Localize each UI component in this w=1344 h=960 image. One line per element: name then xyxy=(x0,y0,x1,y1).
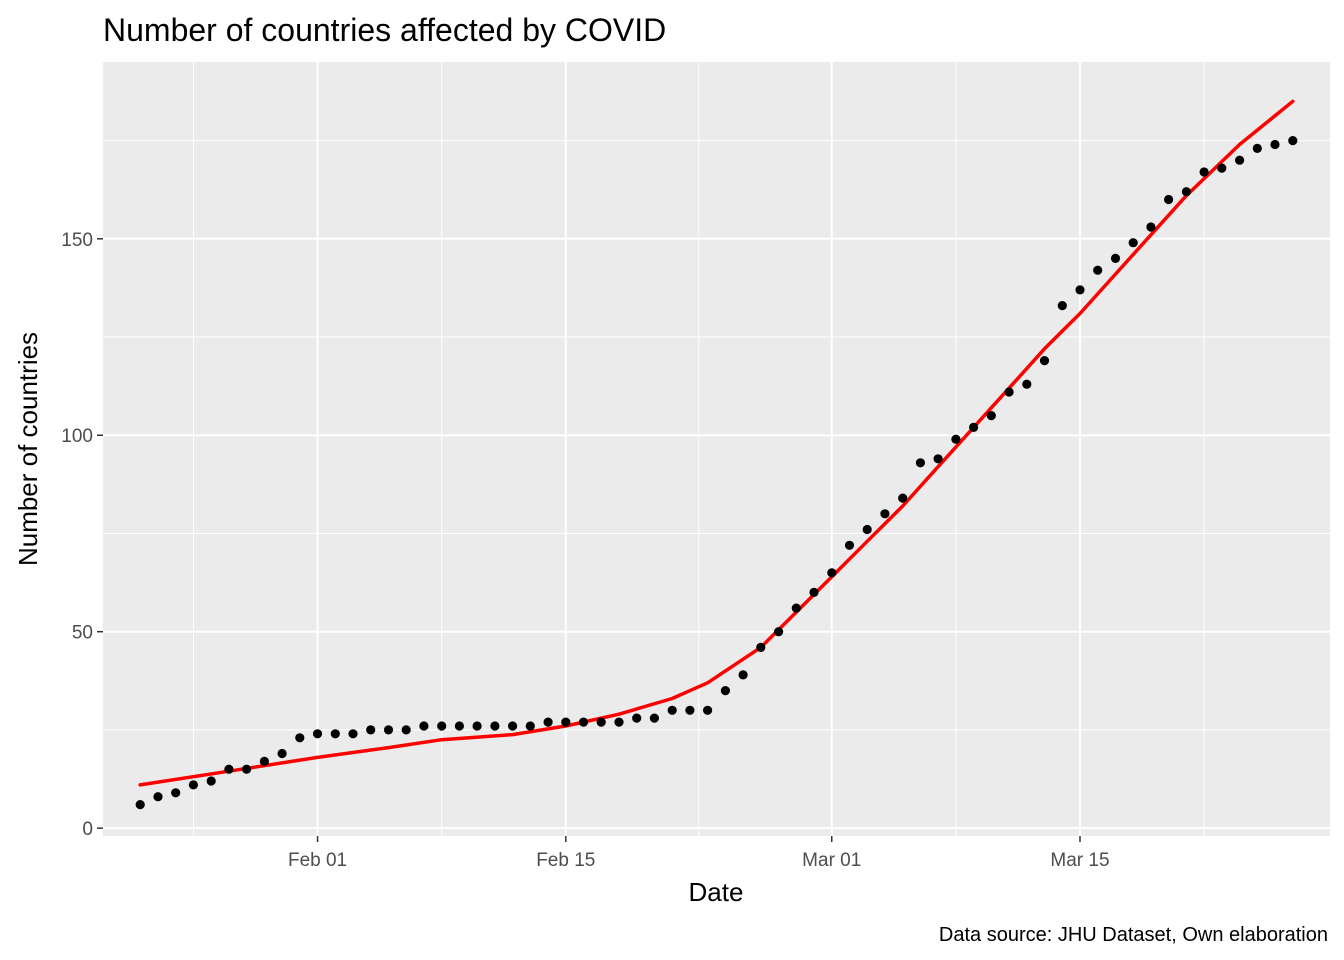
major-gridlines xyxy=(103,62,1330,836)
data-point xyxy=(827,568,837,578)
x-tick-label: Mar 01 xyxy=(802,850,861,871)
data-point xyxy=(507,721,518,731)
plot-panel xyxy=(103,62,1330,836)
data-point xyxy=(1039,356,1050,366)
y-tick-label: 150 xyxy=(61,230,93,251)
chart-title: Number of countries affected by COVID xyxy=(103,12,666,48)
data-point xyxy=(1075,285,1085,295)
data-point xyxy=(312,729,323,739)
data-point xyxy=(348,729,358,739)
data-point xyxy=(774,627,784,637)
y-tick-label: 50 xyxy=(72,623,93,644)
data-point xyxy=(1235,155,1245,165)
data-point xyxy=(898,493,908,503)
y-axis-title: Number of countries xyxy=(13,332,43,566)
data-point xyxy=(1270,139,1280,150)
data-point xyxy=(454,721,464,731)
data-point xyxy=(614,717,624,727)
x-axis-title: Date xyxy=(689,877,744,907)
x-tick-label: Feb 15 xyxy=(536,850,595,871)
data-point xyxy=(1252,143,1262,153)
data-point xyxy=(880,509,890,519)
caption: Data source: JHU Dataset, Own elaboratio… xyxy=(939,924,1328,946)
data-point xyxy=(437,721,447,731)
data-point xyxy=(933,454,943,464)
data-point xyxy=(685,705,695,715)
data-point xyxy=(596,717,606,727)
x-tick-label: Feb 01 xyxy=(288,850,347,871)
data-point xyxy=(632,713,642,723)
data-point xyxy=(543,717,553,727)
data-points xyxy=(135,136,1298,810)
data-point xyxy=(1022,379,1032,389)
x-tick-label: Mar 15 xyxy=(1050,850,1109,871)
data-point xyxy=(756,642,766,653)
data-point xyxy=(419,721,429,731)
data-point xyxy=(862,524,872,535)
data-point xyxy=(242,764,252,774)
data-point xyxy=(401,725,411,735)
data-point xyxy=(915,458,926,468)
data-point xyxy=(1217,163,1227,173)
data-point xyxy=(844,540,855,550)
minor-gridlines xyxy=(103,62,1330,836)
data-point xyxy=(986,411,996,421)
data-point xyxy=(1128,238,1138,248)
data-point xyxy=(1288,136,1298,146)
data-point xyxy=(1181,187,1191,197)
data-point xyxy=(578,717,589,727)
data-point xyxy=(206,776,216,786)
data-point xyxy=(259,756,269,767)
data-point xyxy=(809,587,819,598)
data-point xyxy=(295,733,305,743)
data-point xyxy=(1057,301,1067,311)
data-point xyxy=(969,422,979,432)
data-point xyxy=(472,721,482,731)
data-point xyxy=(738,670,748,680)
y-axis: 0 50 100 150 xyxy=(61,230,103,840)
data-point xyxy=(1199,167,1209,177)
data-point xyxy=(1110,253,1121,263)
data-point xyxy=(135,800,145,810)
x-axis: Feb 01 Feb 15 Mar 01 Mar 15 xyxy=(288,836,1110,871)
data-point xyxy=(330,729,340,739)
data-point xyxy=(277,748,287,759)
data-point xyxy=(1146,222,1156,232)
y-tick-label: 0 xyxy=(82,819,93,840)
data-point xyxy=(1164,194,1174,205)
data-point xyxy=(649,713,660,723)
data-point xyxy=(188,780,198,790)
data-point xyxy=(490,721,500,731)
data-point xyxy=(720,686,731,696)
data-point xyxy=(224,764,234,774)
data-point xyxy=(667,705,677,715)
data-point xyxy=(703,705,713,715)
y-tick-label: 100 xyxy=(61,426,93,447)
data-point xyxy=(791,603,801,613)
data-point xyxy=(561,717,571,727)
data-point xyxy=(1004,387,1014,397)
data-point xyxy=(366,725,376,735)
data-point xyxy=(525,721,535,731)
data-point xyxy=(171,788,181,798)
data-point xyxy=(383,725,394,735)
data-point xyxy=(951,434,961,444)
data-point xyxy=(1093,265,1103,275)
data-point xyxy=(153,792,163,802)
